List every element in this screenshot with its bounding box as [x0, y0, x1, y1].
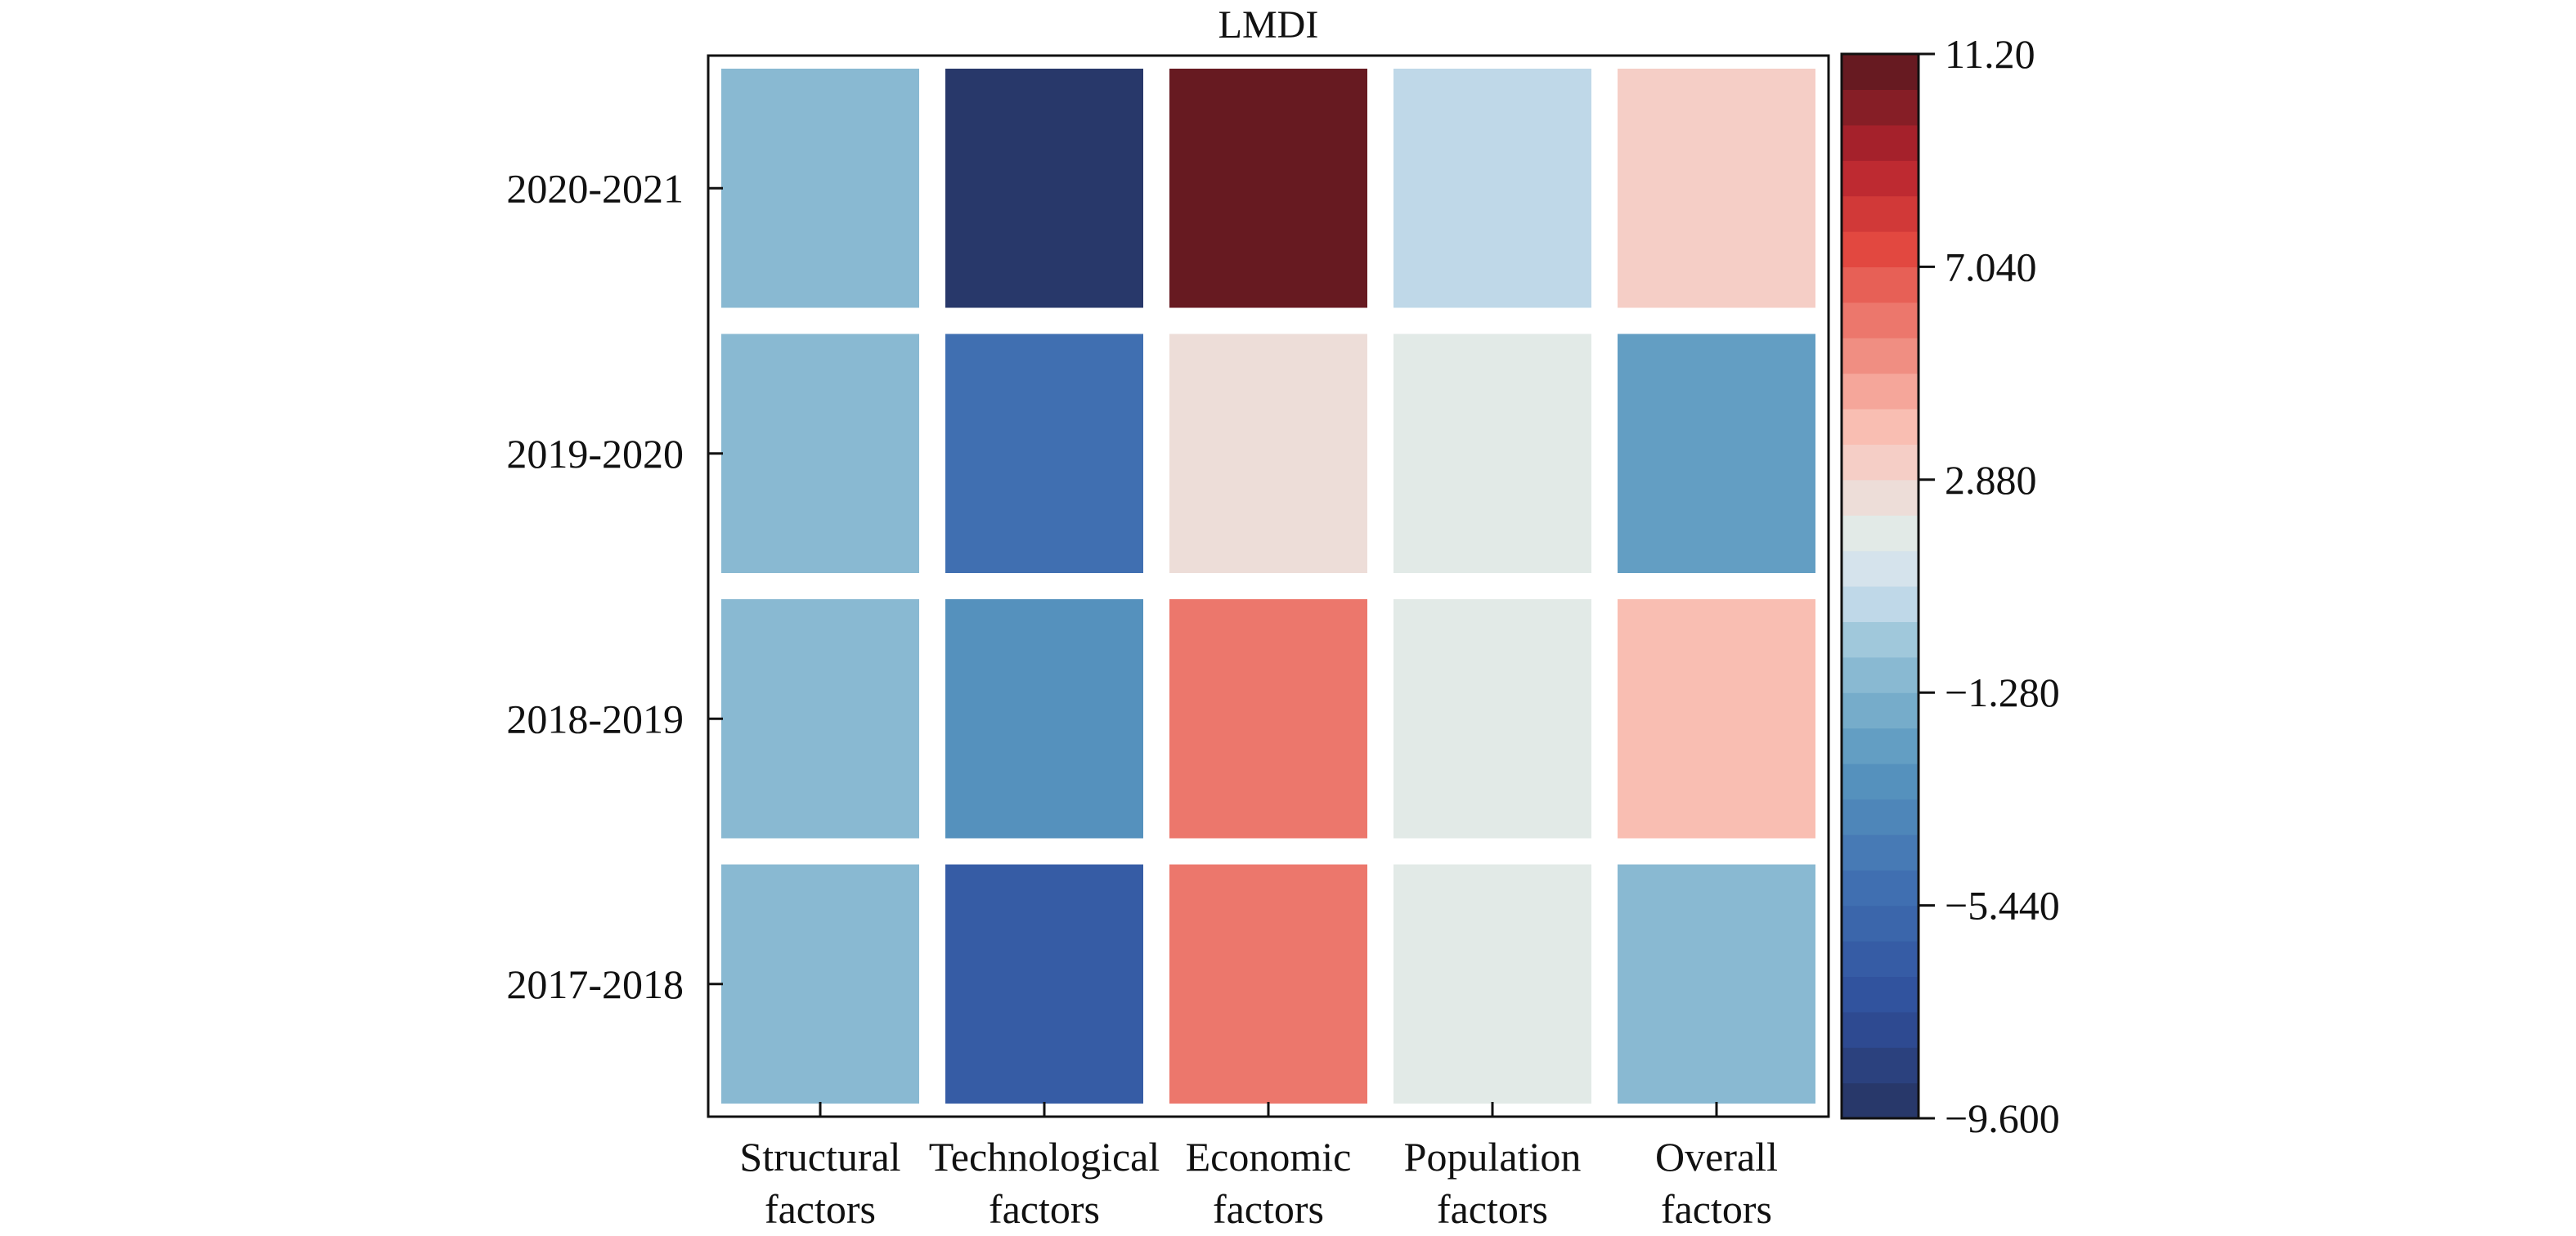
- heatmap-cell: [1618, 864, 1815, 1104]
- x-tick-label: factors: [765, 1186, 876, 1232]
- heatmap-cell: [721, 864, 919, 1104]
- colorbar-level: [1842, 1082, 1919, 1119]
- heatmap-cell: [945, 599, 1143, 839]
- colorbar-frame: [1840, 52, 1920, 1120]
- colorbar-level: [1842, 515, 1919, 552]
- colorbar-level: [1842, 54, 1919, 90]
- colorbar-level: [1842, 444, 1919, 481]
- heatmap-cell: [721, 69, 919, 308]
- x-tick-label: factors: [1213, 1186, 1324, 1232]
- colorbar-tick-label: 11.20: [1945, 31, 2035, 77]
- x-tick-label: Structural: [739, 1134, 900, 1180]
- x-tick-label: factors: [989, 1186, 1100, 1232]
- colorbar-level: [1842, 621, 1919, 658]
- colorbar-level: [1842, 692, 1919, 729]
- colorbar-tick-label: −5.440: [1945, 883, 2060, 929]
- colorbar-tick-label: 2.880: [1945, 457, 2037, 503]
- heatmap-cell: [1169, 334, 1367, 573]
- colorbar-level: [1842, 409, 1919, 445]
- y-tick-label: 2018-2019: [506, 696, 684, 741]
- y-tick-label: 2019-2020: [506, 431, 684, 477]
- colorbar-level: [1842, 586, 1919, 622]
- heatmap-cell: [1393, 599, 1591, 839]
- colorbar-level: [1842, 976, 1919, 1013]
- colorbar-level: [1842, 160, 1919, 197]
- colorbar-level: [1842, 479, 1919, 516]
- y-tick-label: 2017-2018: [506, 961, 684, 1007]
- colorbar-level: [1842, 231, 1919, 267]
- heatmap-cell: [945, 334, 1143, 573]
- chart-title: LMDI: [1218, 3, 1319, 47]
- x-tick-label: factors: [1437, 1186, 1548, 1232]
- colorbar-level: [1842, 870, 1919, 907]
- x-tick-label: factors: [1661, 1186, 1772, 1232]
- heatmap-cell: [1618, 599, 1815, 839]
- colorbar-tick-label: 7.040: [1945, 244, 2037, 289]
- colorbar-level: [1842, 89, 1919, 126]
- colorbar-level: [1842, 656, 1919, 693]
- colorbar-level: [1842, 302, 1919, 338]
- heatmap-cell: [1393, 334, 1591, 573]
- colorbar-level: [1842, 834, 1919, 871]
- colorbar-level: [1842, 764, 1919, 799]
- heatmap-cell: [945, 864, 1143, 1104]
- x-tick-label: Population: [1404, 1134, 1582, 1180]
- colorbar-level: [1842, 941, 1919, 977]
- colorbar-tick-label: −9.600: [1945, 1095, 2060, 1141]
- colorbar-level: [1842, 373, 1919, 410]
- x-tick-label: Economic: [1186, 1134, 1352, 1180]
- colorbar-level: [1842, 266, 1919, 303]
- colorbar-level: [1842, 905, 1919, 942]
- colorbar-level: [1842, 799, 1919, 835]
- heatmap-cell: [1169, 599, 1367, 839]
- heatmap-plot-area: 2020-2021 2019-2020 2018-2019 2017-2018 Stru…: [506, 54, 1830, 1232]
- heatmap-cell: [1393, 864, 1591, 1104]
- heatmap-cell: [721, 599, 919, 839]
- x-tick-label: Technological: [929, 1134, 1160, 1180]
- colorbar-level: [1842, 124, 1919, 161]
- colorbar-level: [1842, 338, 1919, 374]
- x-tick-label: Overall: [1655, 1134, 1778, 1180]
- heatmap-cell: [1169, 864, 1367, 1104]
- colorbar-level: [1842, 1011, 1919, 1048]
- heatmap-cell: [721, 334, 919, 573]
- colorbar-level: [1842, 728, 1919, 764]
- heatmap-cell: [945, 69, 1143, 308]
- heatmap-cell: [1618, 334, 1815, 573]
- colorbar-legend: 11.20 7.040 2.880 −1.280 −5.440 −9.600: [1840, 31, 2060, 1141]
- heatmap-cell: [1393, 69, 1591, 308]
- colorbar-tick-label: −1.280: [1945, 670, 2060, 715]
- y-tick-label: 2020-2021: [506, 165, 684, 211]
- colorbar-level: [1842, 1047, 1919, 1084]
- colorbar-level: [1842, 550, 1919, 587]
- colorbar-level: [1842, 195, 1919, 232]
- heatmap-cell: [1169, 69, 1367, 308]
- heatmap-cell: [1618, 69, 1815, 308]
